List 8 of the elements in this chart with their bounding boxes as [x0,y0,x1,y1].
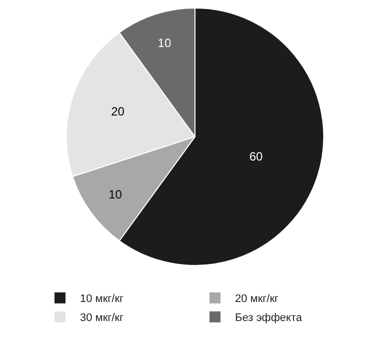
legend-label: 30 мкг/кг [80,312,124,324]
legend-label: 10 мкг/кг [80,293,124,306]
data-label: 60 [249,150,264,164]
legend-label: Без эффекта [235,312,303,324]
data-label: 10 [158,36,172,50]
data-label: 10 [108,187,122,202]
data-label: 20 [111,104,125,119]
legend-label: 20 мкг/кг [235,293,279,306]
